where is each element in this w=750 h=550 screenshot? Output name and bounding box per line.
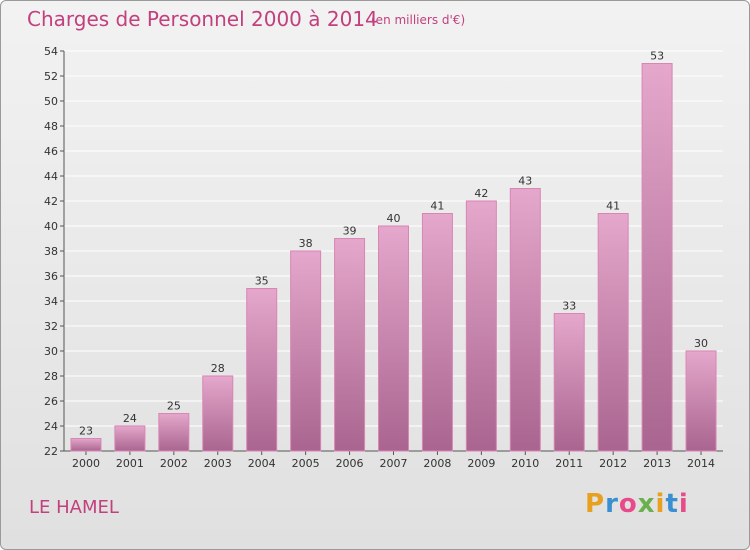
bar-2005	[290, 250, 322, 452]
x-tick-label: 2014	[687, 457, 715, 470]
logo-letter: r	[605, 489, 619, 519]
data-label-2006: 39	[343, 225, 357, 238]
chart-subtitle: (en milliers d'€)	[371, 13, 466, 27]
bar-2011	[553, 313, 585, 452]
logo-letter: o	[618, 489, 638, 519]
bar-2003	[202, 375, 234, 452]
labels: 22 24 26 28 30 32 34 36 38 40 42 44 46 48 50 52 54 2000 23…	[44, 45, 715, 470]
data-label-2007: 40	[387, 212, 401, 225]
y-tick-label: 40	[44, 220, 58, 233]
y-tick-label: 46	[44, 145, 58, 158]
y-tick-label: 54	[44, 45, 58, 58]
bar-2012	[597, 213, 629, 452]
bars	[70, 63, 717, 452]
x-tick-label: 2002	[160, 457, 188, 470]
bar-2009	[465, 200, 497, 452]
y-tick-label: 48	[44, 120, 58, 133]
chart-title: Charges de Personnel 2000 à 2014	[27, 7, 378, 31]
logo-letter: t	[665, 489, 679, 519]
y-tick-label: 50	[44, 95, 58, 108]
bar-2002	[158, 413, 190, 452]
x-tick-label: 2001	[116, 457, 144, 470]
y-tick-label: 44	[44, 170, 58, 183]
x-tick-label: 2003	[204, 457, 232, 470]
x-tick-label: 2007	[380, 457, 408, 470]
data-label-2012: 41	[606, 200, 620, 213]
y-tick-label: 28	[44, 370, 58, 383]
data-label-2002: 25	[167, 400, 181, 413]
data-label-2003: 28	[211, 362, 225, 375]
y-tick-label: 22	[44, 445, 58, 458]
data-label-2011: 33	[562, 300, 576, 313]
x-tick-label: 2006	[336, 457, 364, 470]
y-tick-label: 34	[44, 295, 58, 308]
logo-letter: x	[637, 489, 656, 519]
bar-2007	[378, 225, 409, 452]
bar-2008	[421, 213, 453, 452]
data-label-2014: 30	[694, 337, 708, 350]
data-label-2001: 24	[123, 412, 137, 425]
bar-2004	[246, 288, 278, 452]
logo-letter: i	[655, 489, 666, 519]
data-label-2004: 35	[255, 275, 269, 288]
x-tick-label: 2011	[555, 457, 583, 470]
x-tick-label: 2004	[248, 457, 276, 470]
data-label-2000: 23	[79, 425, 93, 438]
data-label-2009: 42	[474, 187, 488, 200]
x-tick-label: 2012	[599, 457, 627, 470]
logo-letter: i	[678, 489, 689, 519]
bar-2001	[114, 425, 146, 452]
y-tick-label: 24	[44, 420, 58, 433]
y-tick-label: 30	[44, 345, 58, 358]
y-tick-label: 32	[44, 320, 58, 333]
data-label-2008: 41	[430, 200, 444, 213]
bar-2000	[70, 438, 102, 452]
bar-2006	[334, 238, 366, 452]
y-tick-label: 42	[44, 195, 58, 208]
bar-2014	[685, 350, 717, 452]
y-tick-label: 26	[44, 395, 58, 408]
data-label-2005: 38	[299, 237, 313, 250]
bar-2013	[641, 63, 673, 452]
x-tick-label: 2009	[467, 457, 495, 470]
x-tick-label: 2010	[511, 457, 539, 470]
data-label-2010: 43	[518, 175, 532, 188]
y-tick-label: 36	[44, 270, 58, 283]
data-label-2013: 53	[650, 50, 664, 63]
x-tick-label: 2005	[292, 457, 320, 470]
y-tick-label: 38	[44, 245, 58, 258]
x-tick-label: 2013	[643, 457, 671, 470]
commune-name: LE HAMEL	[29, 497, 119, 518]
bar-2010	[509, 188, 541, 452]
logo-letter: P	[585, 489, 606, 519]
x-tick-label: 2000	[72, 457, 100, 470]
y-tick-label: 52	[44, 70, 58, 83]
proxiti-logo[interactable]: Proxiti	[585, 489, 689, 519]
x-tick-label: 2008	[423, 457, 451, 470]
